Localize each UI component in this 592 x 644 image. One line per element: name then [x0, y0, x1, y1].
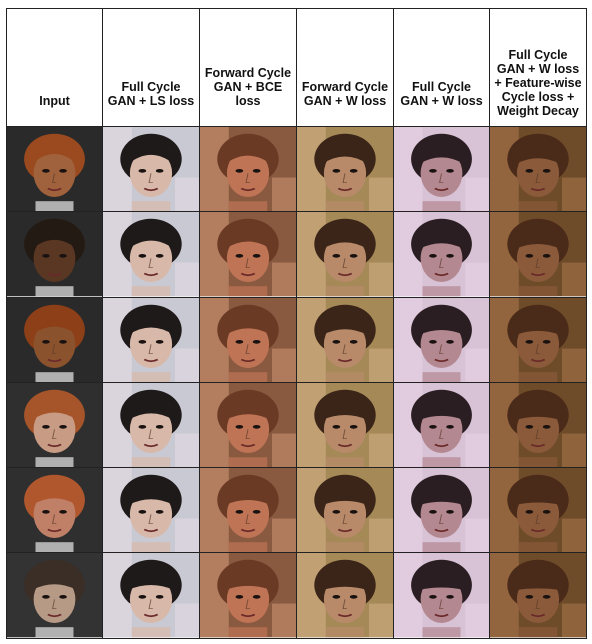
output-face-image: [394, 382, 490, 469]
output-face-image: [490, 212, 587, 298]
output-face-image: [490, 127, 587, 213]
output-face-image: [297, 468, 394, 554]
input-face-image: [7, 127, 103, 213]
input-face-image: [7, 212, 103, 298]
input-face-image: [7, 468, 103, 554]
header-method-4: Full Cycle GAN + W loss: [394, 9, 490, 127]
header-method-2: Forward Cycle GAN + BCE loss: [200, 9, 297, 127]
header-input: Input: [7, 9, 103, 127]
output-face-image: [200, 468, 297, 554]
output-face-image: [103, 297, 200, 383]
input-face-image: [7, 553, 103, 639]
output-face-image: [490, 553, 587, 639]
output-face-image: [103, 553, 200, 639]
output-face-image: [394, 468, 490, 554]
header-label: Full Cycle GAN + W loss: [400, 80, 483, 108]
header-label: Full Cycle GAN + W loss + Feature-wise C…: [494, 48, 582, 118]
output-face-image: [297, 212, 394, 298]
output-face-image: [297, 127, 394, 213]
output-face-image: [200, 212, 297, 298]
input-face-image: [7, 297, 103, 383]
output-face-image: [394, 212, 490, 298]
output-face-image: [394, 297, 490, 383]
output-face-image: [103, 127, 200, 213]
output-face-image: [394, 127, 490, 213]
header-label: Input: [39, 94, 70, 108]
output-face-image: [200, 382, 297, 469]
header-label: Forward Cycle GAN + W loss: [301, 80, 389, 108]
output-face-image: [490, 468, 587, 554]
output-face-image: [297, 382, 394, 469]
results-table: Input Full Cycle GAN + LS loss Forward Cyc…: [6, 8, 587, 639]
output-face-image: [490, 297, 587, 383]
output-face-image: [103, 382, 200, 469]
header-method-3: Forward Cycle GAN + W loss: [297, 9, 394, 127]
output-face-image: [103, 212, 200, 298]
output-face-image: [297, 297, 394, 383]
output-face-image: [394, 553, 490, 639]
output-face-image: [103, 468, 200, 554]
header-method-5: Full Cycle GAN + W loss + Feature-wise C…: [490, 9, 587, 127]
output-face-image: [200, 297, 297, 383]
header-label: Full Cycle GAN + LS loss: [107, 80, 195, 108]
header-label: Forward Cycle GAN + BCE loss: [204, 66, 292, 108]
output-face-image: [200, 553, 297, 639]
output-face-image: [490, 382, 587, 469]
output-face-image: [297, 553, 394, 639]
input-face-image: [7, 382, 103, 469]
header-method-1: Full Cycle GAN + LS loss: [103, 9, 200, 127]
output-face-image: [200, 127, 297, 213]
